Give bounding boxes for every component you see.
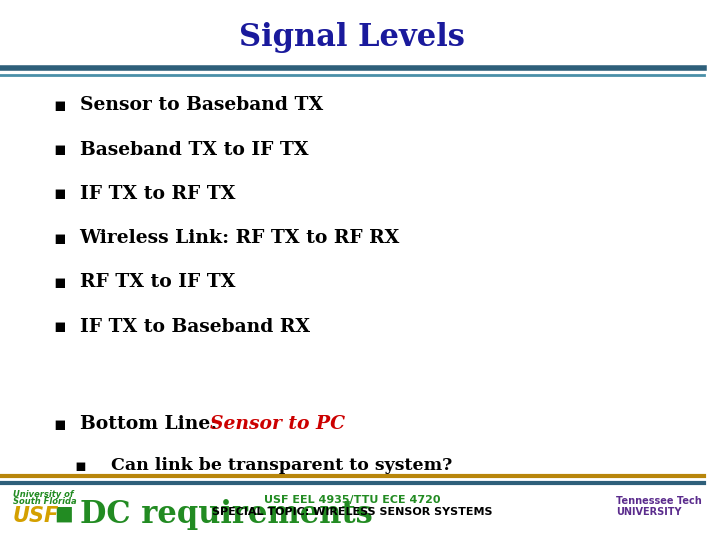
- Text: ▪: ▪: [53, 317, 66, 336]
- Text: ▪: ▪: [74, 457, 86, 475]
- Text: ▪: ▪: [53, 415, 66, 434]
- Text: USF EEL 4935/TTU ECE 4720: USF EEL 4935/TTU ECE 4720: [264, 495, 440, 504]
- Text: RF TX to IF TX: RF TX to IF TX: [79, 273, 235, 292]
- Text: South Florida: South Florida: [13, 497, 76, 505]
- Text: Wireless Link: RF TX to RF RX: Wireless Link: RF TX to RF RX: [79, 229, 400, 247]
- Text: Sensor to Baseband TX: Sensor to Baseband TX: [79, 96, 323, 114]
- Text: IF TX to Baseband RX: IF TX to Baseband RX: [79, 318, 310, 336]
- Text: University of: University of: [13, 490, 73, 498]
- Text: ▪: ▪: [53, 273, 66, 292]
- Text: IF TX to RF TX: IF TX to RF TX: [79, 185, 235, 203]
- Text: Tennessee Tech: Tennessee Tech: [616, 496, 702, 506]
- Text: ▪: ▪: [53, 96, 66, 115]
- Text: Bottom Line:: Bottom Line:: [79, 415, 230, 433]
- Text: Signal Levels: Signal Levels: [239, 22, 465, 53]
- Text: SPECIAL TOPIC: WIRELESS SENSOR SYSTEMS: SPECIAL TOPIC: WIRELESS SENSOR SYSTEMS: [212, 507, 492, 517]
- Text: Baseband TX to IF TX: Baseband TX to IF TX: [79, 140, 308, 159]
- Text: UNIVERSITY: UNIVERSITY: [616, 507, 682, 517]
- Text: USF: USF: [13, 505, 59, 526]
- Text: Sensor to PC: Sensor to PC: [210, 415, 345, 433]
- Text: ▪: ▪: [53, 184, 66, 204]
- Text: DC requirements: DC requirements: [79, 499, 372, 530]
- Text: ▪: ▪: [53, 500, 73, 529]
- Text: ▪: ▪: [53, 228, 66, 248]
- Text: Can link be transparent to system?: Can link be transparent to system?: [111, 457, 452, 474]
- Text: ▪: ▪: [53, 140, 66, 159]
